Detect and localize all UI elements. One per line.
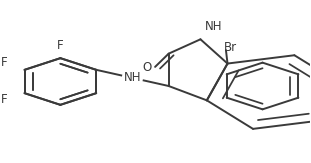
Text: NH: NH <box>124 71 141 84</box>
Text: F: F <box>1 56 7 69</box>
Text: O: O <box>142 61 152 74</box>
Text: F: F <box>57 39 64 52</box>
Text: F: F <box>1 93 7 106</box>
Text: Br: Br <box>224 41 237 54</box>
Text: NH: NH <box>204 20 222 33</box>
